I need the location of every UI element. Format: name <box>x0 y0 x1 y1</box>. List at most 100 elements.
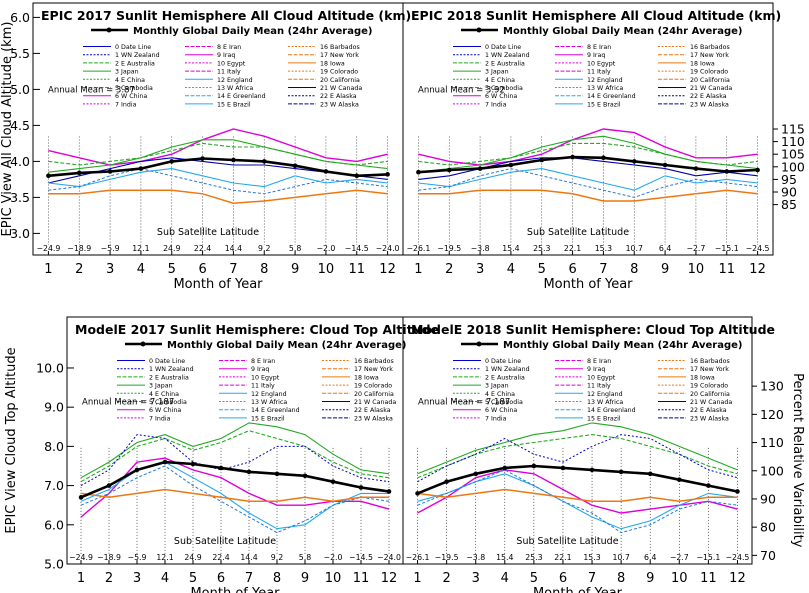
series-line-e-china <box>48 142 388 166</box>
mean-series-line <box>418 155 758 174</box>
mean-series-point <box>589 467 595 473</box>
mean-series-point <box>631 159 637 164</box>
x-tick-label: 8 <box>617 571 625 586</box>
y-tick-label: 8.0 <box>44 439 64 454</box>
mean-series-point <box>446 167 452 173</box>
legend-label-5: 5 Cambodia <box>485 399 523 406</box>
x-tick-label: 9 <box>301 571 309 586</box>
sub-latitude-value: 22.1 <box>554 553 571 562</box>
sub-latitude-value: −24.5 <box>726 553 750 562</box>
legend-label-7: 7 India <box>115 101 137 108</box>
sub-latitude-value: −18.9 <box>67 244 91 253</box>
right-tick-label: 105 <box>781 147 805 162</box>
legend-label-2: 2 E Australia <box>115 60 155 67</box>
legend-label-6: 6 W China <box>485 407 517 414</box>
legend-label-14: 14 E Greenland <box>587 407 636 414</box>
x-axis-label: Month of Year <box>543 277 633 292</box>
right-tick-label: 115 <box>781 122 805 137</box>
legend-label-14: 14 E Greenland <box>587 93 636 100</box>
sub-latitude-value: 14.4 <box>240 553 257 562</box>
panel-title: ModelE 2018 Sunlit Hemisphere: Cloud Top… <box>411 322 775 337</box>
legend-label-3: 3 Japan <box>485 383 509 390</box>
series-line-w-africa <box>417 469 738 534</box>
series-line-w-africa <box>80 465 390 534</box>
right-tick-label: 110 <box>781 134 805 149</box>
legend-label-19: 19 Colorado <box>320 69 358 76</box>
legend-label-1: 1 WN Zealand <box>149 366 194 373</box>
x-tick-label: 4 <box>137 262 145 277</box>
x-tick-label: 6 <box>559 571 567 586</box>
legend-label-3: 3 Japan <box>149 383 173 390</box>
mean-series-point <box>724 169 730 174</box>
legend-label-1: 1 WN Zealand <box>485 366 530 373</box>
x-tick-label: 6 <box>217 571 225 586</box>
sub-latitude-value: −3.8 <box>466 553 485 562</box>
legend-label-11: 11 Italy <box>217 69 241 76</box>
mean-legend-marker <box>106 27 112 33</box>
sub-latitude-value: −15.1 <box>696 553 720 562</box>
sub-latitude-value: −24.0 <box>377 553 401 562</box>
sub-latitude-value: 10.7 <box>626 244 643 253</box>
sub-latitude-value: 10.7 <box>612 553 629 562</box>
legend-label-18: 18 Iowa <box>690 374 715 381</box>
legend-label-1: 1 WN Zealand <box>485 52 530 59</box>
panel-frame <box>402 2 774 256</box>
right-tick-label: 90 <box>760 491 776 506</box>
sub-latitude-value: −2.0 <box>324 553 343 562</box>
series-line-iowa <box>418 189 758 202</box>
legend-label-12: 12 England <box>251 391 287 398</box>
mean-series-point <box>531 463 537 469</box>
mean-series-point <box>107 169 113 174</box>
mean-series-point <box>274 471 280 477</box>
legend-label-14: 14 E Greenland <box>217 93 266 100</box>
right-tick-label: 95 <box>781 172 797 187</box>
x-tick-label: 6 <box>198 262 206 277</box>
legend-label-19: 19 Colorado <box>354 383 392 390</box>
y-tick-label: 7.0 <box>44 478 64 493</box>
x-tick-label: 10 <box>318 262 335 277</box>
right-tick-label: 90 <box>781 185 797 200</box>
series-line-e-china <box>80 430 390 483</box>
y-tick-label: 10.0 <box>36 360 64 375</box>
x-tick-label: 10 <box>325 571 342 586</box>
x-tick-label: 1 <box>414 262 422 277</box>
sub-latitude-value: 25.3 <box>533 244 550 253</box>
x-tick-label: 7 <box>599 262 607 277</box>
right-tick-label: 130 <box>760 379 784 394</box>
legend-label-17: 17 New York <box>320 52 359 59</box>
mean-series-point <box>416 169 421 175</box>
sub-latitude-value: 5.8 <box>299 553 311 562</box>
sub-latitude-value: −18.9 <box>97 553 121 562</box>
legend-label-16: 16 Barbados <box>320 44 360 51</box>
chart-panel-3: ModelE 2017 Sunlit Hemisphere: Cloud Top… <box>4 316 439 593</box>
legend-label-2: 2 E Australia <box>485 374 525 381</box>
mean-legend-label: Monthly Global Daily Mean (24hr Average) <box>133 26 372 37</box>
legend-label-23: 23 W Alaska <box>320 101 359 108</box>
legend-label-0: 0 Date Line <box>485 358 521 365</box>
panel-frame <box>32 2 404 256</box>
mean-series-point <box>354 173 360 179</box>
legend-label-22: 22 E Alaska <box>690 407 727 414</box>
legend-label-10: 10 Egypt <box>251 374 280 381</box>
x-tick-label: 7 <box>245 571 253 586</box>
sub-latitude-value: 24.9 <box>184 553 201 562</box>
mean-series-point <box>78 495 84 500</box>
sub-latitude-value: 15.3 <box>583 553 600 562</box>
mean-legend-label: Monthly Global Daily Mean (24hr Average) <box>167 340 406 351</box>
x-axis-label: Month of Year <box>190 586 280 593</box>
mean-series-point <box>106 483 112 488</box>
legend-label-17: 17 New York <box>354 366 393 373</box>
x-tick-label: 6 <box>568 262 576 277</box>
series-line-iran <box>80 457 390 518</box>
sub-latitude-value: 22.1 <box>564 244 581 253</box>
x-tick-label: 11 <box>348 262 365 277</box>
sub-latitude-value: 24.9 <box>163 244 180 253</box>
mean-series-point <box>261 159 267 164</box>
y-tick-label: 6.0 <box>44 517 64 532</box>
x-tick-label: 1 <box>44 262 52 277</box>
series-line-england <box>48 168 388 188</box>
mean-legend-marker <box>476 341 482 347</box>
series-line-iowa <box>417 488 738 503</box>
mean-series-point <box>662 162 668 168</box>
y-tick-label: 6.0 <box>10 10 30 25</box>
